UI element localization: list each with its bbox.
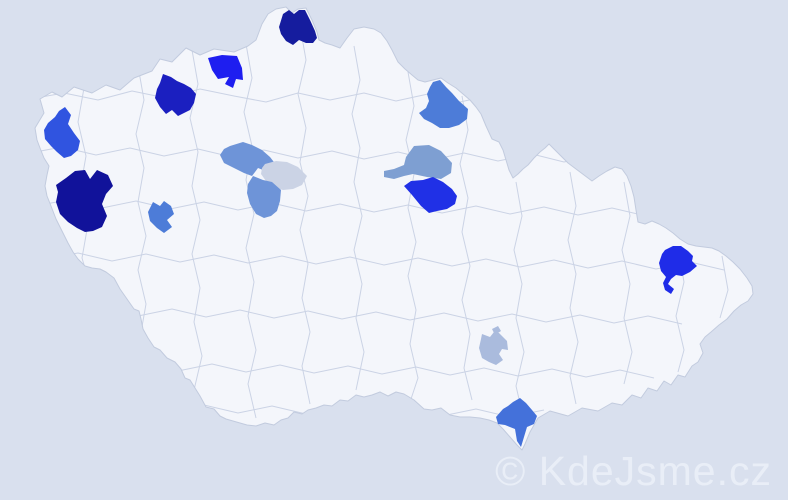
- highlighted-district-northwest-navy[interactable]: [155, 74, 196, 116]
- district-border-line: [297, 25, 311, 405]
- highlighted-district-north-spike[interactable]: [279, 10, 317, 45]
- district-border-line: [405, 71, 419, 403]
- highlighted-district-west-city[interactable]: [148, 201, 174, 233]
- highlighted-district-east-slate[interactable]: [384, 145, 452, 179]
- district-border-line: [719, 255, 729, 319]
- district-border-line: [243, 43, 257, 419]
- highlighted-district-southeast-city[interactable]: [479, 332, 508, 365]
- highlighted-district-southeast-city-annex[interactable]: [492, 326, 501, 335]
- country-land: [35, 7, 753, 450]
- highlighted-district-north-bright[interactable]: [208, 55, 243, 88]
- district-border-line: [567, 171, 579, 405]
- district-border-line: [351, 45, 365, 391]
- district-border-line: [43, 252, 725, 271]
- highlighted-district-far-west-navy[interactable]: [56, 170, 113, 232]
- district-border-line: [513, 181, 525, 413]
- country-outline: [34, 6, 754, 451]
- watermark-text: © KdeJsme.cz: [495, 448, 772, 494]
- highlighted-district-east-bright[interactable]: [404, 177, 457, 213]
- highlighted-district-northeast-mountain[interactable]: [419, 80, 468, 128]
- district-border-line: [459, 95, 473, 401]
- highlighted-districts: [44, 10, 697, 447]
- district-border-line: [189, 49, 203, 415]
- district-border-line: [109, 362, 655, 379]
- highlighted-district-far-east-bright[interactable]: [659, 246, 697, 294]
- highlighted-district-south-border[interactable]: [496, 398, 537, 447]
- district-border-line: [135, 65, 147, 339]
- highlighted-district-central-slate-south[interactable]: [247, 176, 281, 218]
- district-border-line: [69, 307, 683, 325]
- district-border-line: [621, 181, 633, 385]
- highlighted-district-west-royal[interactable]: [44, 107, 80, 158]
